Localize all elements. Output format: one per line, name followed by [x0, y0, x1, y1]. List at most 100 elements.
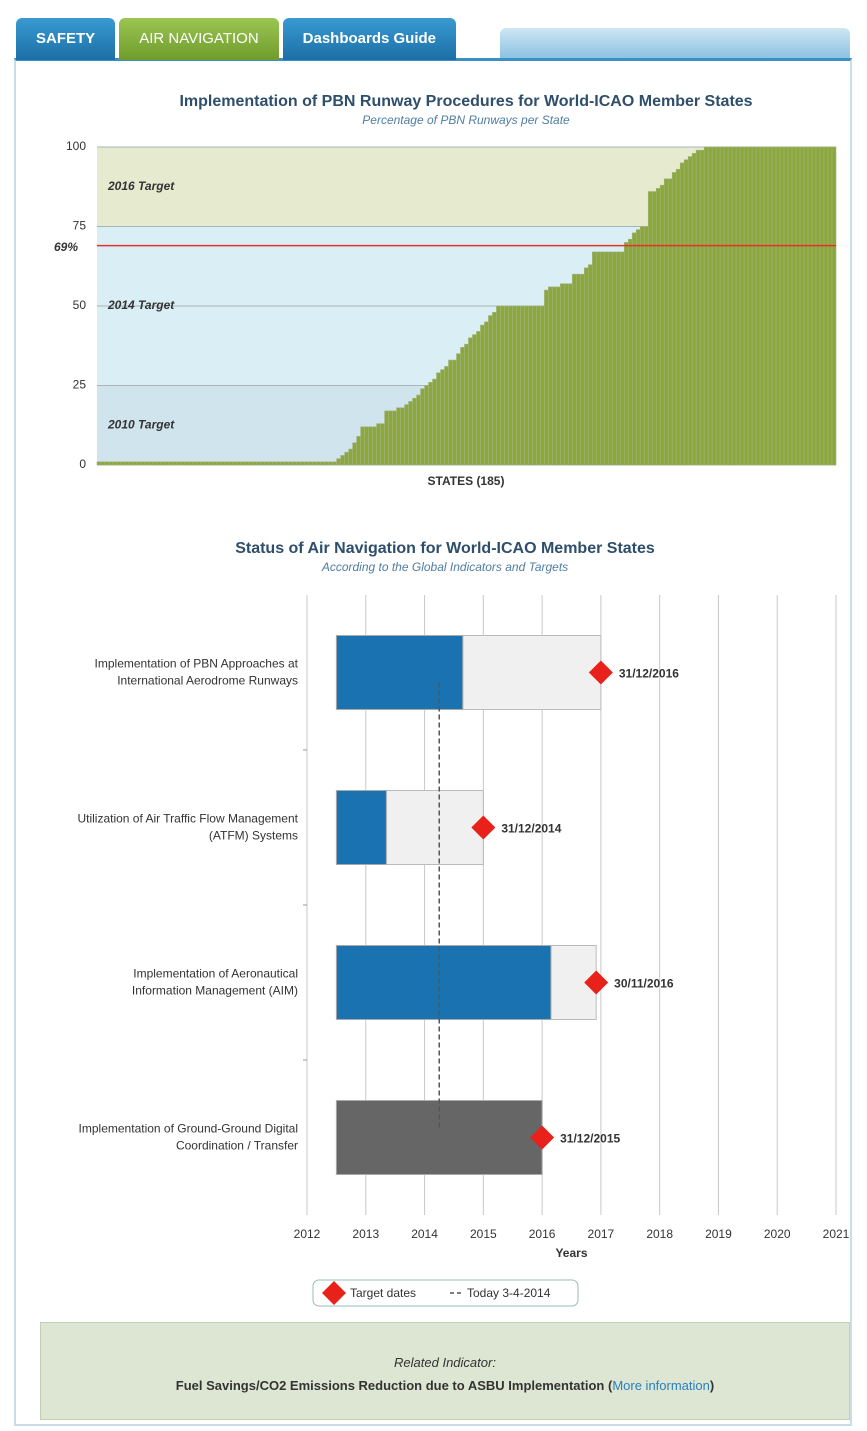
bar [508, 305, 513, 466]
task-label: Implementation of Aeronautical [133, 967, 298, 981]
remaining-bar [462, 635, 602, 710]
bar [260, 461, 266, 466]
progress-bar [335, 790, 387, 865]
bar [436, 372, 441, 466]
bar [711, 146, 717, 466]
bar [703, 146, 709, 466]
bar [500, 305, 505, 466]
bar [384, 410, 389, 466]
bar [124, 461, 130, 466]
bar [364, 426, 369, 466]
bar [827, 146, 833, 466]
bar [604, 251, 609, 466]
bar [687, 156, 693, 466]
bar [540, 305, 545, 466]
bar [448, 359, 453, 466]
bar [368, 426, 373, 466]
chart-subtitle: According to the Global Indicators and T… [321, 560, 568, 574]
bar [108, 461, 114, 466]
bar [795, 146, 801, 466]
bar [292, 461, 298, 466]
bar [580, 273, 585, 466]
target-marker [588, 660, 613, 685]
bar [204, 461, 210, 466]
reference-label: 69% [54, 240, 78, 254]
bar [392, 410, 397, 466]
remaining-bar [385, 790, 484, 865]
y-tick-label: 25 [73, 378, 87, 392]
bar [432, 378, 437, 466]
bar [548, 286, 553, 466]
bar [735, 146, 741, 466]
bar [188, 461, 194, 466]
bar [747, 146, 753, 466]
bar [332, 461, 337, 466]
target-label: 31/12/2016 [619, 667, 679, 681]
bar [276, 461, 282, 466]
more-info-link[interactable]: More information [612, 1378, 710, 1393]
progress-bar [335, 635, 464, 710]
bar [120, 461, 126, 466]
bar [408, 401, 413, 466]
target-marker [584, 970, 609, 995]
y-tick-label: 0 [79, 457, 86, 471]
bar [132, 461, 138, 466]
bar [288, 461, 294, 466]
bar [412, 397, 417, 466]
bar [723, 146, 729, 466]
target-label: 31/12/2015 [560, 1132, 620, 1146]
tab-safety[interactable]: SAFETY [16, 18, 116, 60]
bar [763, 146, 769, 466]
bar [444, 366, 449, 466]
bar [312, 461, 318, 466]
bar [516, 305, 521, 466]
chart-title: Status of Air Navigation for World-ICAO … [235, 540, 655, 557]
bar [464, 343, 469, 466]
bar [679, 162, 685, 466]
bar [196, 461, 202, 466]
tab-dashboards-guide[interactable]: Dashboards Guide [282, 18, 457, 60]
tab-air-navigation[interactable]: AIR NAVIGATION [119, 18, 279, 60]
bar [528, 305, 533, 466]
bar [568, 283, 573, 466]
paren: ( [607, 1378, 613, 1393]
bar [244, 461, 250, 466]
bar [544, 289, 549, 466]
y-tick-label: 75 [73, 219, 87, 233]
bar [504, 305, 509, 466]
bar [631, 232, 637, 466]
target-label: 31/12/2014 [501, 822, 561, 836]
bar [775, 146, 781, 466]
legend-marker [322, 1281, 346, 1305]
y-tick-label: 50 [73, 298, 87, 312]
legend-label: Target dates [350, 1286, 416, 1300]
bar [807, 146, 813, 466]
bar [819, 146, 825, 466]
bar [348, 448, 353, 466]
tabs: SAFETY AIR NAVIGATION Dashboards Guide [16, 18, 457, 60]
bar [667, 178, 673, 466]
x-tick-label: 2016 [529, 1227, 556, 1241]
bar [404, 404, 409, 466]
x-tick-label: 2020 [764, 1227, 791, 1241]
remaining-bar [550, 945, 597, 1020]
bar [651, 191, 657, 466]
bar [532, 305, 537, 466]
x-tick-label: 2019 [705, 1227, 732, 1241]
bar [635, 229, 641, 466]
progress-bar [335, 1100, 543, 1175]
y-tick-label: 100 [66, 139, 86, 153]
bar [799, 146, 805, 466]
bar [372, 426, 377, 466]
bar [596, 251, 601, 466]
bar [236, 461, 242, 466]
bar [116, 461, 122, 466]
bar [300, 461, 306, 466]
bar [224, 461, 230, 466]
x-axis-label: STATES (185) [428, 474, 505, 488]
bar [755, 146, 761, 466]
related-label: Related Indicator: [394, 1355, 496, 1370]
bar [615, 251, 621, 466]
